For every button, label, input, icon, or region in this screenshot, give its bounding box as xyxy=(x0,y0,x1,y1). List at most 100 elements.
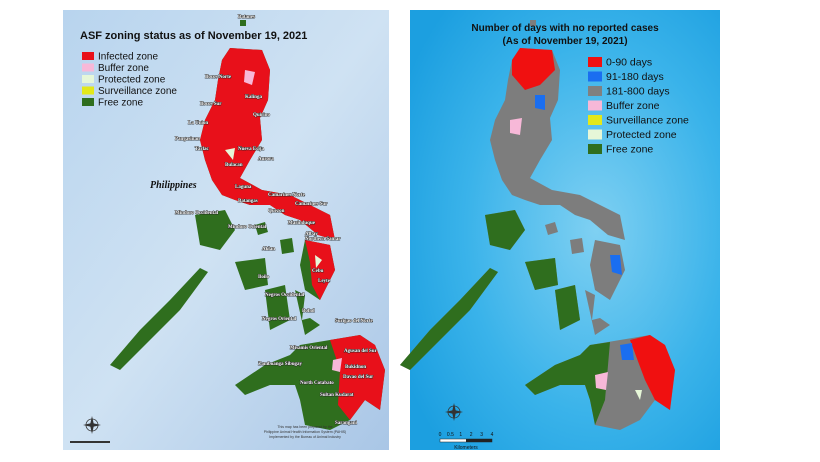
buffer-area xyxy=(244,70,255,85)
province-label: Leyte xyxy=(318,279,331,284)
province-label: Albay xyxy=(305,232,318,237)
scale-tick-label: 1 xyxy=(459,432,462,438)
legend-swatch xyxy=(82,63,94,72)
footnote-line: Philippine Animal Health Information Sys… xyxy=(264,430,346,434)
province-label: Aurora xyxy=(258,157,274,162)
free-area xyxy=(525,258,558,290)
legend-label: Surveillance zone xyxy=(98,86,177,97)
province-label: Misamis Oriental xyxy=(290,346,328,351)
map-title: Number of days with no reported cases xyxy=(471,23,659,34)
province-label: Batanes xyxy=(238,15,255,20)
province-label: Ilocos Norte xyxy=(205,75,232,80)
province-label: Sarangani xyxy=(335,421,358,426)
province-label: Surigao del Norte xyxy=(335,319,374,324)
buffer-area xyxy=(510,118,522,135)
province-label: Camarines Sur xyxy=(295,202,328,207)
scale-tick-label: 4 xyxy=(491,432,494,438)
province-label: Bulacan xyxy=(225,163,243,168)
map-subtitle: (As of November 19, 2021) xyxy=(502,36,627,47)
province-label: Bukidnon xyxy=(345,365,366,370)
infected-area xyxy=(330,335,385,420)
province-label: Marinduque xyxy=(288,221,316,226)
mid-area xyxy=(620,343,634,360)
legend-label: Protected zone xyxy=(98,75,166,86)
recent-area xyxy=(630,335,675,410)
scale-tick-label: 3 xyxy=(480,432,483,438)
province-label: Mindoro Oriental xyxy=(228,225,267,230)
protected-area xyxy=(315,255,322,268)
legend-swatch xyxy=(588,129,602,140)
legend-swatch xyxy=(588,86,602,96)
scale-bar: 0 0.5 1 2 3 4 Kilometers xyxy=(439,432,494,451)
province-labels: Batanes Ilocos Norte Kalinga Ilocos Sur La U… xyxy=(175,15,378,427)
province-label: Kalinga xyxy=(245,95,262,100)
right-panel: Number of days with no reported cases (A… xyxy=(400,10,720,451)
legend-swatch xyxy=(82,86,94,95)
buffer-area xyxy=(595,372,608,390)
province-label: Zamboanga Sibugay xyxy=(258,362,303,367)
province-label: Northern Samar xyxy=(305,237,341,242)
legend-label: Free zone xyxy=(606,144,653,156)
legend-label: Protected zone xyxy=(606,129,677,141)
legend: 0-90 days 91-180 days 181-800 days Buffer z… xyxy=(588,57,689,156)
province-label: North Cotabato xyxy=(300,381,334,386)
province-label: Negros Occidental xyxy=(265,293,305,298)
protected-area xyxy=(225,148,235,160)
legend-swatch xyxy=(82,52,94,60)
province-label: Sultan Kudarat xyxy=(320,393,354,398)
province-label: La Union xyxy=(188,121,208,126)
legend-swatch xyxy=(588,57,602,67)
scale-unit: Kilometers xyxy=(454,445,478,451)
free-area xyxy=(485,210,525,250)
province-label: Davao del Sur xyxy=(343,375,374,380)
province-label: Batangas xyxy=(238,199,258,204)
province-label: Agusan del Sur xyxy=(344,349,378,354)
scale-bar-segment xyxy=(466,439,492,442)
province-label: Iloilo xyxy=(258,275,270,280)
mid-area xyxy=(535,95,545,110)
legend-label: Buffer zone xyxy=(98,63,149,74)
legend-label: Infected zone xyxy=(98,52,158,63)
province-label: Tarlac xyxy=(195,147,209,152)
mid-area xyxy=(610,255,622,275)
province-label: Aklan xyxy=(262,247,275,252)
province-label: Quirino xyxy=(253,113,270,118)
infected-area xyxy=(305,240,335,300)
province-label: Negros Oriental xyxy=(262,317,297,322)
province-label: Pangasinan xyxy=(175,137,200,142)
province-label: Quezon xyxy=(268,209,285,214)
legend-swatch xyxy=(588,100,602,111)
compass xyxy=(83,416,101,434)
province-label: Mindoro Occidental xyxy=(175,211,219,216)
scale-tick-label: 0.5 xyxy=(447,432,454,438)
compass xyxy=(445,403,463,421)
province-label: Nueva Ecija xyxy=(238,147,264,152)
free-area xyxy=(555,285,580,330)
legend-swatch xyxy=(588,144,602,154)
map-title: ASF zoning status as of November 19, 202… xyxy=(80,30,307,42)
legend-swatch xyxy=(588,115,602,125)
infected-area xyxy=(200,48,335,240)
country-label: Philippines xyxy=(150,180,197,191)
province-label: Bohol xyxy=(302,309,315,314)
legend-label: Free zone xyxy=(98,98,143,109)
legend-label: 181-800 days xyxy=(606,86,670,98)
left-panel: ASF zoning status as of November 19, 202… xyxy=(63,10,389,450)
province-label: Cebu xyxy=(312,269,324,274)
legend-label: 0-90 days xyxy=(606,57,652,69)
buffer-area xyxy=(332,358,342,372)
province-label: Laguna xyxy=(235,185,252,190)
free-area xyxy=(400,268,498,370)
footnote-line: This map has been prepared by the xyxy=(277,425,332,429)
province-label: Camarines Norte xyxy=(268,193,306,198)
protected-area xyxy=(635,390,642,400)
legend-label: Surveillance zone xyxy=(606,115,689,127)
legend-label: Buffer zone xyxy=(606,100,660,112)
legend-swatch xyxy=(82,75,94,83)
legend-swatch xyxy=(588,71,602,82)
province-label: Ilocos Sur xyxy=(200,102,222,107)
scale-bar xyxy=(70,441,110,443)
free-area xyxy=(525,342,610,425)
recent-area xyxy=(512,48,555,90)
